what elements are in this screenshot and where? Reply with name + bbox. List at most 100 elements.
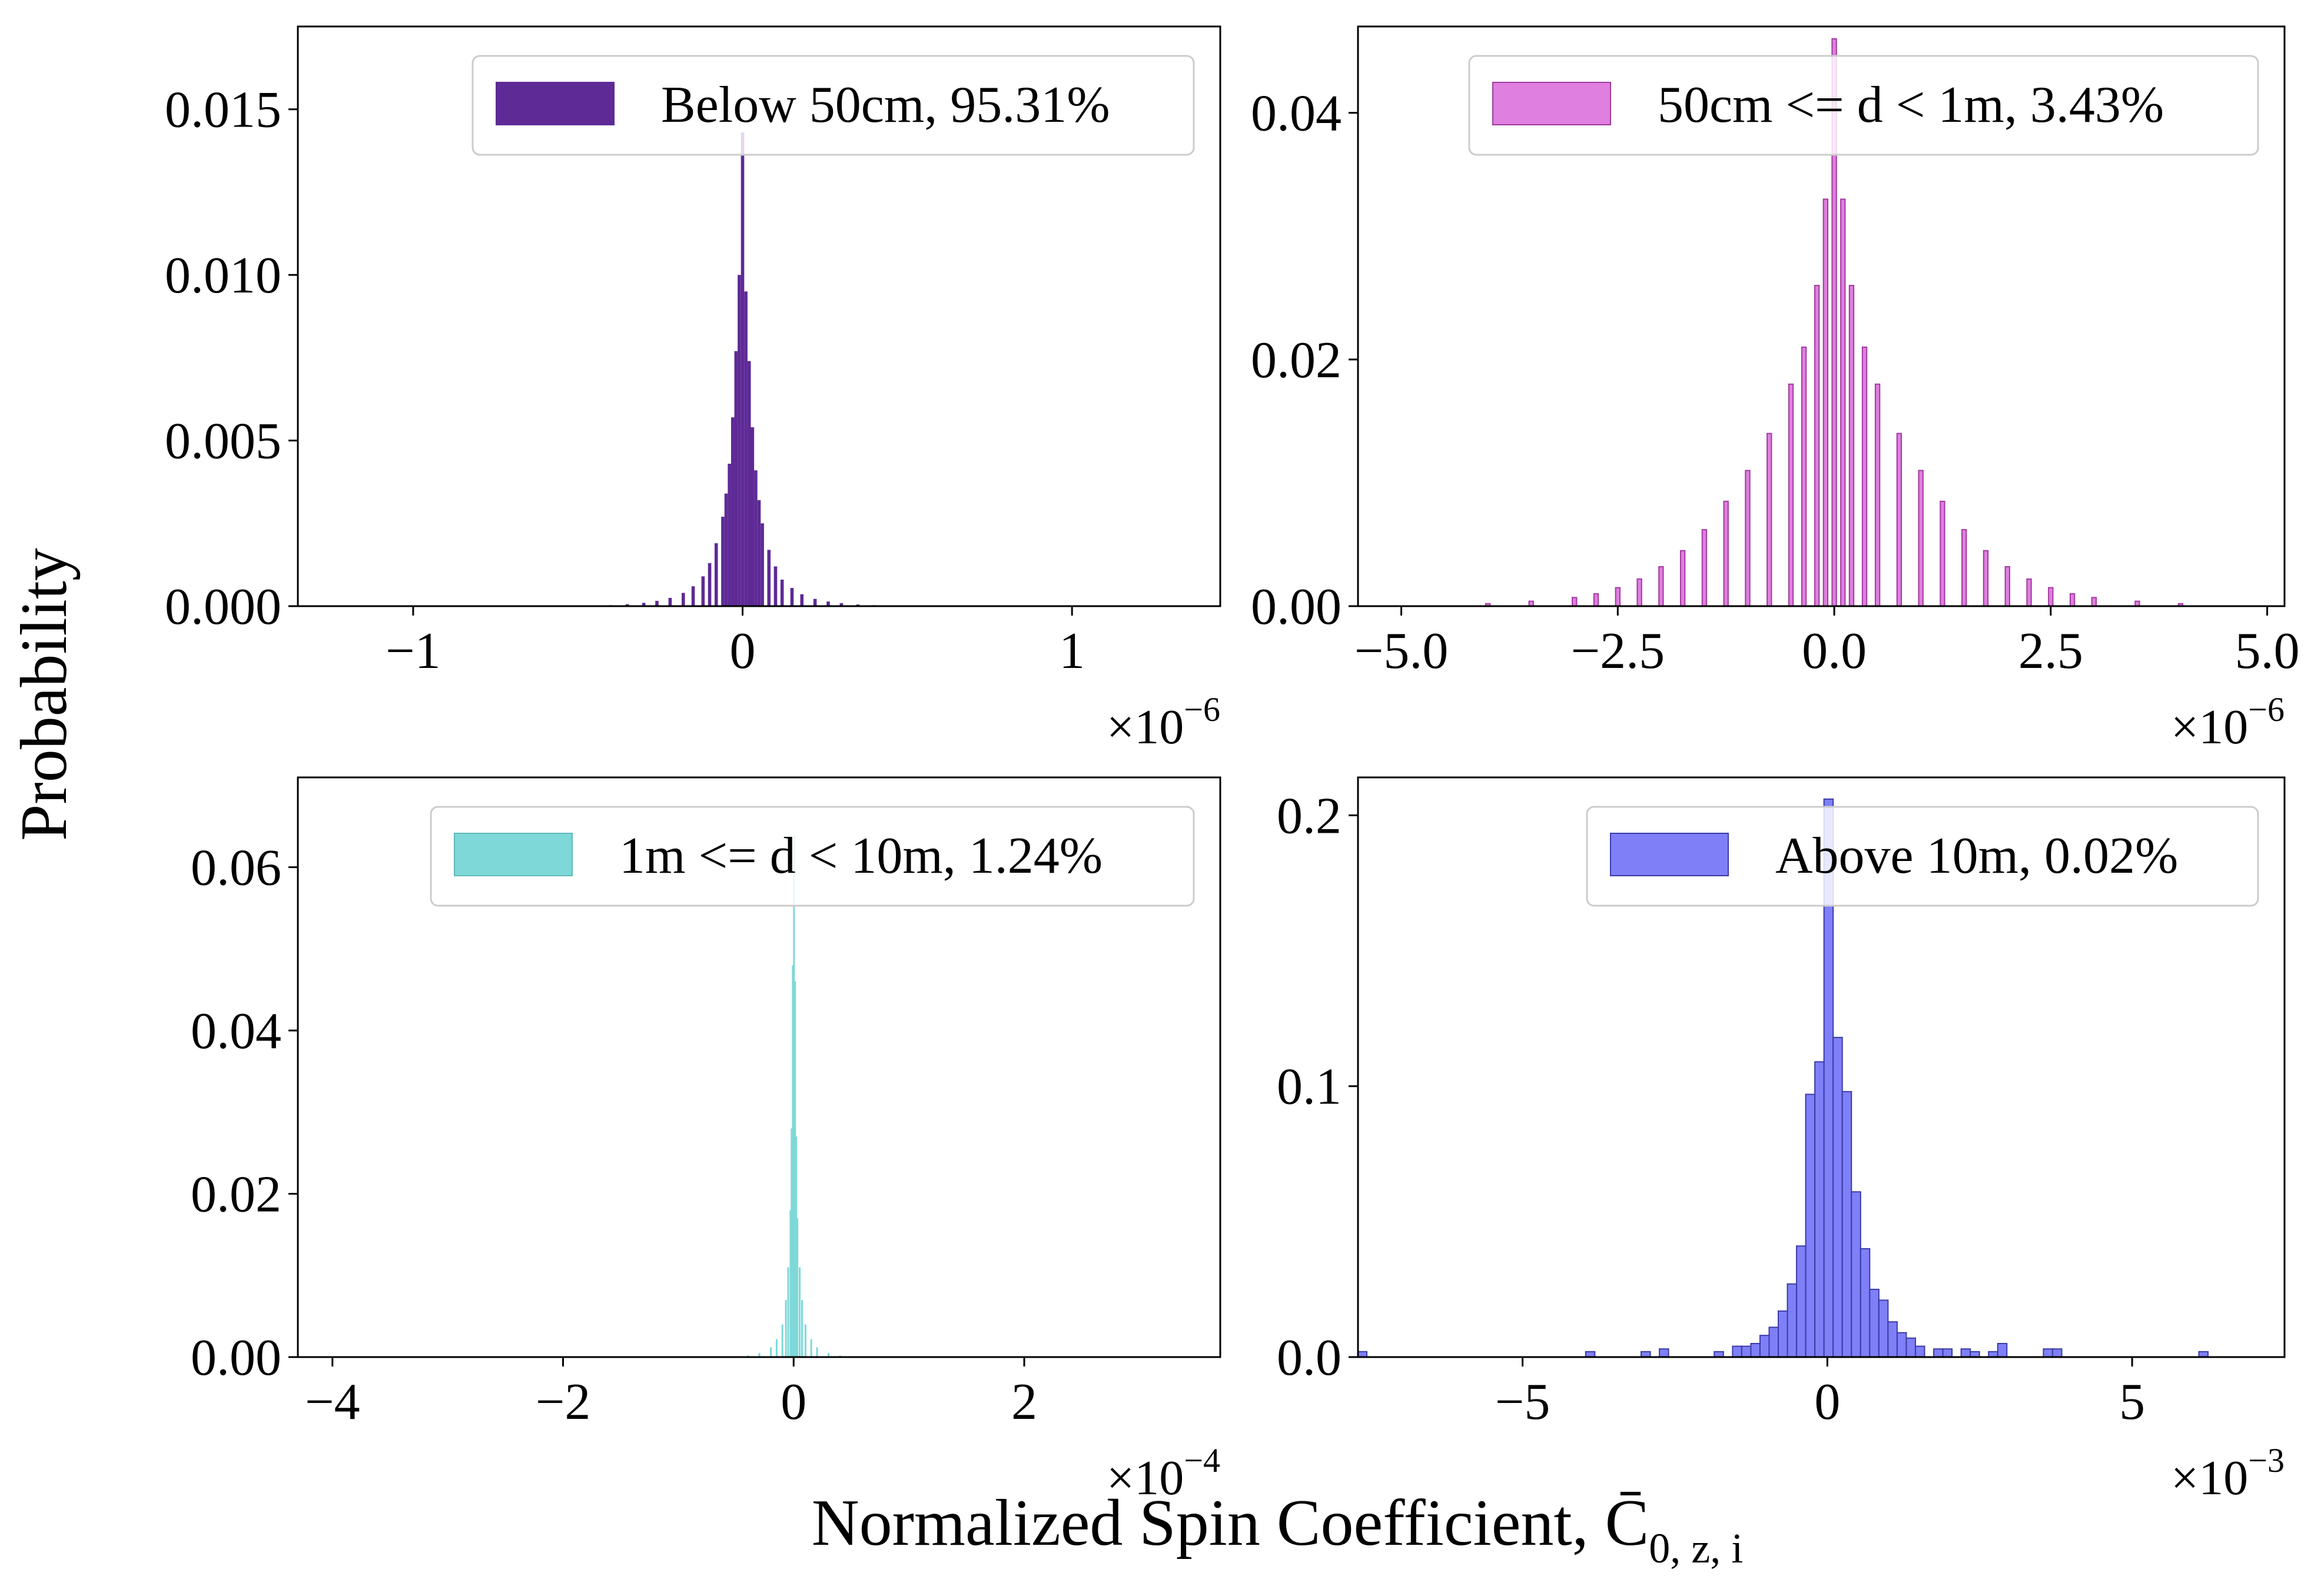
- legend-label: 1m <= d < 10m, 1.24%: [619, 827, 1103, 885]
- bar: [754, 470, 758, 606]
- x-offset-exponent: −3: [2248, 1441, 2285, 1479]
- legend-top-left: Below 50cm, 95.31%: [472, 55, 1195, 156]
- x-tick-label: 0.0: [1802, 623, 1867, 680]
- x-offset-base: ×10: [2171, 700, 2248, 754]
- bar: [1878, 1299, 1889, 1358]
- x-tick-label: 5.0: [2235, 623, 2300, 680]
- legend-label: Above 10m, 0.02%: [1775, 827, 2178, 885]
- plot-frame: [297, 776, 1221, 1358]
- bar: [1918, 470, 1924, 607]
- bar: [728, 463, 731, 606]
- bar: [2048, 587, 2054, 607]
- bar: [789, 1210, 792, 1357]
- bar: [701, 576, 705, 606]
- bar: [1593, 593, 1599, 607]
- bar: [1869, 1288, 1880, 1358]
- bar: [804, 1324, 806, 1357]
- legend-top-right: 50cm <= d < 1m, 3.43%: [1468, 55, 2259, 156]
- bar: [796, 1218, 799, 1357]
- bar: [1832, 1036, 1843, 1358]
- bar: [758, 1353, 761, 1357]
- legend-swatch: [496, 82, 615, 125]
- bar: [681, 593, 685, 606]
- bar: [708, 563, 712, 606]
- x-offset-multiplier: ×10−6: [1107, 690, 1220, 754]
- bar: [1723, 500, 1729, 607]
- x-tick-label: −1: [386, 623, 441, 680]
- bar: [738, 275, 741, 607]
- legend-label: Below 50cm, 95.31%: [661, 77, 1110, 134]
- bar: [1896, 1332, 1907, 1358]
- bar: [1768, 1326, 1779, 1358]
- plot-frame: [1357, 776, 2286, 1358]
- legend-label: 50cm <= d < 1m, 3.43%: [1658, 77, 2164, 134]
- y-tick-label: 0.015: [165, 82, 281, 139]
- bar: [1848, 285, 1855, 607]
- bar: [767, 550, 771, 606]
- x-tick-label: 1: [1059, 623, 1085, 680]
- bar: [741, 132, 745, 607]
- plot-frame: [1357, 25, 2286, 607]
- bar: [799, 1267, 801, 1357]
- legend-swatch: [454, 833, 573, 876]
- y-tick-label: 0.00: [191, 1329, 281, 1386]
- bar: [1905, 1337, 1916, 1358]
- bar: [801, 1299, 803, 1357]
- y-tick-label: 0.04: [1251, 85, 1342, 142]
- bar: [2043, 1348, 2053, 1358]
- bar: [780, 579, 784, 606]
- bar: [1701, 529, 1708, 607]
- bar: [1940, 500, 1945, 607]
- bar: [724, 493, 728, 606]
- bar: [668, 597, 672, 606]
- y-tick-label: 0.010: [165, 247, 281, 304]
- x-axis-label-subscript: 0, z, i: [1649, 1525, 1743, 1572]
- legend-box: [1468, 55, 2259, 156]
- bar: [1805, 1093, 1816, 1358]
- bar: [1732, 1345, 1742, 1358]
- x-tick-label: −4: [305, 1374, 360, 1431]
- legend-swatch: [1492, 82, 1611, 125]
- y-tick-label: 0.1: [1277, 1059, 1342, 1116]
- bar: [1914, 1345, 1925, 1358]
- bar: [747, 361, 751, 606]
- y-tick-label: 0.06: [191, 840, 281, 897]
- bar: [655, 600, 659, 606]
- x-tick-label: −2.5: [1570, 623, 1665, 680]
- bar: [1615, 587, 1621, 607]
- bar: [839, 603, 844, 606]
- plot-frame: [297, 25, 1221, 607]
- chart-panel-bottom-right: −5 0 5 0.0 0.1 0.2 ×10−3 Above 10m, 0.02%: [1277, 776, 2286, 1505]
- legend-bottom-right: Above 10m, 0.02%: [1586, 806, 2259, 907]
- x-tick-label: 2: [1011, 1374, 1037, 1431]
- bar: [781, 1324, 783, 1357]
- bar: [1636, 578, 1642, 607]
- bar: [1860, 1248, 1871, 1358]
- bar: [800, 594, 804, 606]
- bar: [1814, 285, 1820, 607]
- bar: [1814, 1061, 1825, 1358]
- bar: [787, 1267, 789, 1357]
- x-tick-label: −2: [536, 1374, 591, 1431]
- bar: [2026, 578, 2032, 607]
- y-tick-label: 0.04: [191, 1003, 281, 1060]
- bar: [1788, 383, 1794, 607]
- bar: [761, 523, 764, 606]
- x-offset-exponent: −6: [2248, 690, 2285, 729]
- legend-box: [1586, 806, 2259, 907]
- y-axis-label: Probability: [8, 548, 81, 841]
- x-offset-multiplier: ×10−6: [2171, 690, 2285, 754]
- x-offset-base: ×10: [1107, 700, 1184, 754]
- legend-box: [472, 55, 1195, 156]
- bar: [2091, 597, 2097, 607]
- bar: [1679, 550, 1686, 607]
- bar: [1572, 597, 1578, 607]
- x-axis-label: Normalized Spin Coefficient, C̄0, z, i: [812, 1487, 1744, 1572]
- legend-bottom-left: 1m <= d < 10m, 1.24%: [430, 806, 1195, 907]
- bar: [810, 1339, 812, 1357]
- bar: [2004, 566, 2010, 607]
- bar: [642, 603, 646, 606]
- bar: [794, 981, 796, 1357]
- bar: [1997, 1342, 2008, 1358]
- bar: [1767, 433, 1772, 607]
